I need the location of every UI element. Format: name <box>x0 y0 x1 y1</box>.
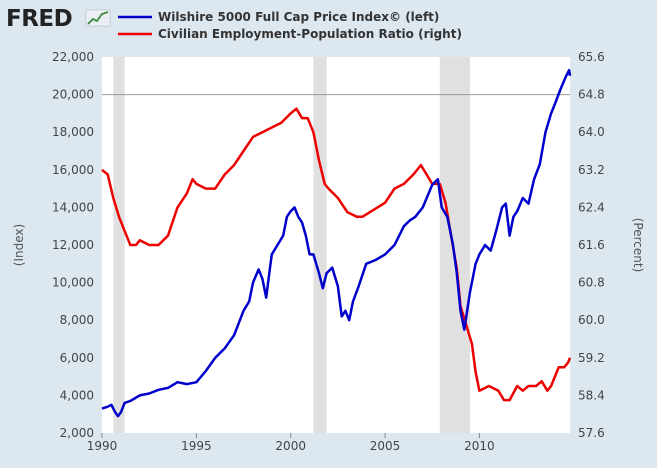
right-tick-label: 60.8 <box>578 276 605 290</box>
right-tick-label: 63.2 <box>578 163 605 177</box>
left-tick-label: 20,000 <box>52 88 94 102</box>
x-tick-label: 2010 <box>464 439 495 453</box>
x-tick-label: 2000 <box>275 439 306 453</box>
right-tick-label: 62.4 <box>578 200 605 214</box>
legend: Wilshire 5000 Full Cap Price Index© (lef… <box>118 10 462 41</box>
left-tick-label: 12,000 <box>52 238 94 252</box>
left-tick-label: 16,000 <box>52 163 94 177</box>
left-tick-label: 14,000 <box>52 200 94 214</box>
fred-logo[interactable]: FRED <box>6 6 111 32</box>
fred-logo-chart-icon <box>85 9 111 27</box>
legend-item-left-series[interactable]: Wilshire 5000 Full Cap Price Index© (lef… <box>118 10 439 24</box>
series-layer <box>101 68 572 418</box>
right-tick-label: 59.2 <box>578 351 605 365</box>
series-line-wilshire[interactable] <box>101 68 572 418</box>
right-axis-title: (Percent) <box>631 218 645 273</box>
fred-logo-text: FRED <box>6 6 72 32</box>
right-tick-label: 60.0 <box>578 313 605 327</box>
left-tick-label: 18,000 <box>52 125 94 139</box>
legend-label-right-series: Civilian Employment-Population Ratio (ri… <box>158 27 462 41</box>
left-tick-label: 6,000 <box>60 351 94 365</box>
recession-band-1 <box>313 57 327 433</box>
left-tick-label: 4,000 <box>60 388 94 402</box>
left-tick-label: 2,000 <box>60 426 94 440</box>
left-tick-label: 8,000 <box>60 313 94 327</box>
legend-item-right-series[interactable]: Civilian Employment-Population Ratio (ri… <box>118 27 462 41</box>
right-tick-label: 57.6 <box>578 426 605 440</box>
series-line-employment-ratio[interactable] <box>101 107 572 402</box>
x-tick-label: 1995 <box>181 439 212 453</box>
right-tick-label: 64.8 <box>578 88 605 102</box>
legend-label-left-series: Wilshire 5000 Full Cap Price Index© (lef… <box>158 10 439 24</box>
left-axis-title: (Index) <box>12 224 26 266</box>
right-tick-label: 58.4 <box>578 388 605 402</box>
right-tick-label: 64.0 <box>578 125 605 139</box>
plot-area <box>102 57 570 433</box>
x-axis-ticks: 1990 1995 2000 2005 2010 <box>87 433 495 453</box>
recession-band-2 <box>439 57 470 433</box>
right-tick-label: 61.6 <box>578 238 605 252</box>
x-tick-label: 1990 <box>87 439 118 453</box>
x-tick-label: 2005 <box>370 439 401 453</box>
left-tick-label: 22,000 <box>52 50 94 64</box>
left-axis-ticks: 2,000 4,000 6,000 8,000 10,000 12,000 14,000 16… <box>52 50 94 440</box>
left-tick-label: 10,000 <box>52 276 94 290</box>
recession-band-0 <box>113 57 125 433</box>
right-axis-ticks: 57.6 58.4 59.2 60.0 60.8 61.6 62.4 63.2 64.0 64.8… <box>578 50 605 440</box>
right-tick-label: 65.6 <box>578 50 605 64</box>
